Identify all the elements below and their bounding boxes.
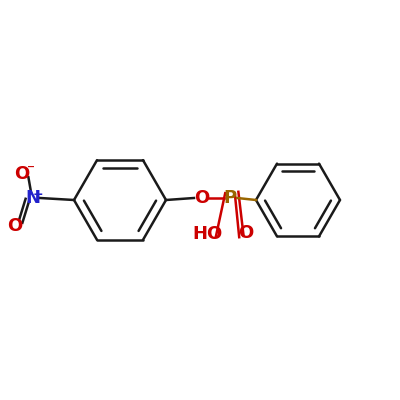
Text: ⁻: ⁻ — [27, 163, 35, 178]
Text: O: O — [8, 217, 23, 235]
Text: O: O — [14, 165, 30, 183]
Text: O: O — [194, 189, 210, 207]
Text: HO: HO — [192, 225, 222, 243]
Text: +: + — [33, 188, 43, 200]
Text: O: O — [238, 224, 254, 242]
Text: P: P — [224, 189, 236, 207]
Text: N: N — [25, 189, 40, 207]
